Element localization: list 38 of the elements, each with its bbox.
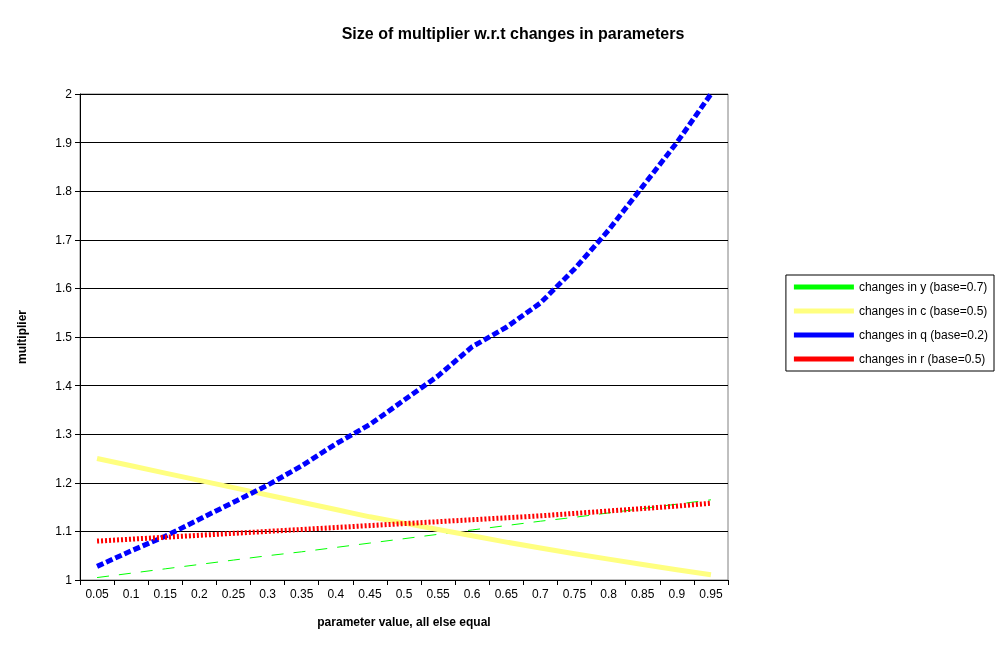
y-tick-label: 1.1 — [55, 524, 73, 539]
x-tick-label: 0.8 — [600, 587, 618, 601]
y-axis-title: multiplier — [15, 309, 29, 365]
x-tick-label: 0.95 — [699, 587, 723, 601]
x-tick-label: 0.05 — [85, 587, 110, 601]
y-tick-label: 1.9 — [55, 135, 73, 150]
y-tick-label: 1.7 — [55, 232, 73, 247]
x-tick-label: 0.25 — [221, 587, 246, 601]
x-tick-label: 0.35 — [290, 587, 314, 601]
line-series — [96, 499, 712, 579]
x-tick-label: 0.7 — [532, 587, 550, 601]
x-tick-label: 0.4 — [327, 587, 345, 601]
y-tick-label: 1.6 — [55, 281, 73, 296]
x-tick-label: 0.9 — [668, 587, 686, 601]
x-tick-label: 0.6 — [463, 587, 481, 601]
x-tick-label: 0.55 — [426, 587, 451, 601]
chart-title: Size of multiplier w.r.t changes in parameters — [341, 24, 685, 42]
x-tick-label: 0.45 — [358, 587, 382, 601]
legend-label: changes in y (base=0.7) — [858, 280, 988, 294]
x-tick-label: 0.75 — [562, 587, 587, 601]
x-tick-label: 0.65 — [494, 587, 519, 601]
x-tick-label: 0.5 — [395, 587, 413, 601]
x-axis-title: parameter value, all else equal — [317, 615, 491, 629]
x-tick-label: 0.15 — [153, 587, 178, 601]
y-tick-label: 2 — [65, 87, 73, 101]
x-tick-label: 0.1 — [122, 587, 140, 601]
y-tick-label: 1.2 — [55, 475, 73, 490]
y-tick-label: 1 — [65, 573, 73, 587]
y-tick-label: 1.5 — [55, 330, 73, 344]
legend-label: changes in c (base=0.5) — [858, 304, 988, 318]
y-tick-label: 1.3 — [55, 427, 73, 442]
y-tick-label: 1.8 — [55, 184, 73, 199]
x-tick-label: 0.3 — [259, 587, 277, 601]
legend-label: changes in r (base=0.5) — [858, 352, 986, 366]
x-tick-label: 0.2 — [191, 587, 209, 601]
y-tick-label: 1.4 — [55, 378, 73, 393]
x-tick-label: 0.85 — [631, 587, 655, 601]
legend-label: changes in q (base=0.2) — [858, 328, 989, 342]
